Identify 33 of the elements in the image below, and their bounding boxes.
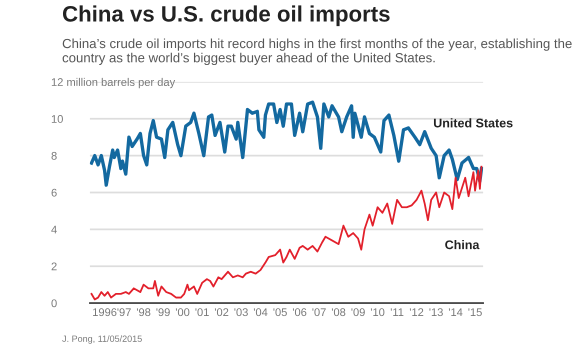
x-tick-label: '00 (176, 308, 190, 316)
x-tick-label: '13 (429, 308, 443, 316)
x-tick-label: '12 (410, 308, 424, 316)
x-tick-label: '98 (136, 308, 150, 316)
x-tick-label: '14 (448, 308, 463, 316)
line-series (90, 166, 482, 300)
y-tick-label: 2 (52, 262, 57, 270)
x-tick-label: '03 (234, 308, 248, 316)
x-tick-label: 1996 (93, 308, 116, 316)
x-tick-label: '06 (292, 308, 306, 316)
x-tick-label: '11 (390, 308, 404, 316)
y-tick-label: 0 (51, 299, 57, 308)
x-tick-label: '10 (370, 308, 384, 316)
y-tick-label: 12 million barrels per day (52, 78, 176, 88)
text: J. Pong, 11/05/2015 (62, 335, 142, 344)
x-tick-label: '97 (117, 308, 131, 316)
series-label: United States (434, 118, 513, 128)
x-tick-label: '99 (156, 308, 170, 316)
x-tick-label: '15 (468, 308, 482, 316)
text: China (445, 240, 480, 250)
y-tick-label: 10 (52, 115, 63, 123)
y-tick-label: 4 (51, 226, 57, 234)
y-tick-label: 6 (52, 188, 57, 197)
x-tick-label: '05 (273, 308, 287, 316)
x-tick-label: '02 (214, 308, 228, 316)
x-tick-label: '07 (312, 308, 326, 316)
chart-title: China vs U.S. crude oil imports (62, 5, 390, 26)
y-tick-label: 8 (51, 152, 57, 160)
x-tick-label: '09 (351, 308, 365, 316)
chart-subtitle: China’s crude oil imports hit record highs in the first months of the year, establishing the country as the world’s biggest buyer ahead of the United States. (62, 38, 572, 66)
x-tick-label: '04 (254, 308, 268, 316)
x-tick-label: '08 (332, 308, 346, 316)
x-tick-label: '01 (195, 308, 209, 316)
